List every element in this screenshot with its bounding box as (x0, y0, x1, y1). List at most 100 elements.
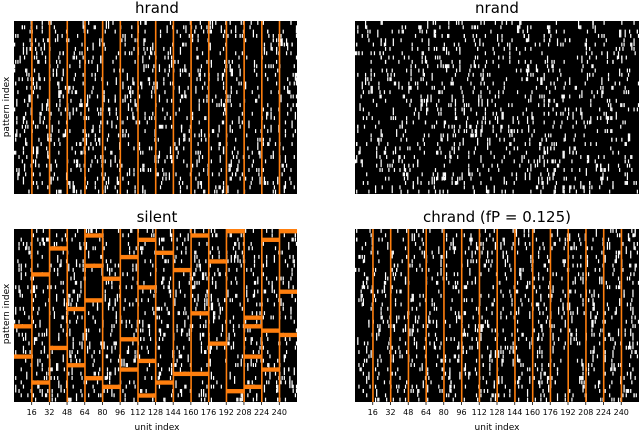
spike (288, 241, 290, 250)
spike (47, 185, 49, 190)
spike (472, 33, 474, 38)
spike (500, 25, 502, 30)
spike (381, 68, 383, 73)
spike (529, 280, 531, 285)
spike (450, 155, 452, 159)
spike (530, 72, 532, 77)
spike (86, 46, 89, 51)
spike (58, 150, 60, 155)
spike (219, 185, 221, 190)
spike (283, 85, 285, 90)
spike (543, 263, 545, 268)
orange-column (407, 229, 410, 402)
spike (163, 332, 165, 337)
spike (237, 150, 239, 155)
spike (591, 51, 593, 56)
spike (290, 21, 292, 25)
orange-column (443, 229, 445, 402)
spike (228, 163, 230, 168)
spike (616, 233, 619, 238)
spike (600, 85, 602, 90)
spike (285, 163, 288, 168)
spike (382, 319, 384, 324)
spike (58, 81, 60, 90)
spike (629, 133, 631, 142)
spike (543, 38, 545, 43)
spike (77, 229, 79, 233)
spike (94, 155, 96, 159)
spike (441, 81, 443, 86)
spike (451, 77, 453, 82)
spike (245, 81, 247, 90)
spike (256, 72, 258, 77)
spike (79, 103, 81, 108)
spike (291, 293, 293, 298)
spike (552, 285, 554, 294)
spike (79, 51, 81, 56)
spike (269, 354, 271, 359)
spike (103, 176, 105, 181)
spike (162, 246, 164, 251)
spike (581, 68, 583, 73)
spike (591, 332, 593, 337)
spike (524, 94, 526, 99)
spike (409, 103, 411, 108)
spike (158, 371, 161, 380)
spike (205, 393, 207, 398)
spike (197, 142, 199, 146)
spike (246, 55, 248, 60)
spike (198, 120, 200, 125)
spike (548, 42, 550, 47)
spike (32, 276, 35, 281)
spike (573, 241, 575, 250)
spike (170, 55, 173, 60)
orange-block (120, 254, 138, 260)
spike (392, 159, 394, 164)
spike (212, 384, 215, 389)
spike (54, 285, 57, 290)
spike (498, 55, 500, 60)
spike (465, 103, 468, 108)
spike (455, 285, 458, 290)
spike (132, 263, 134, 268)
spike (153, 311, 155, 316)
spike (148, 55, 151, 60)
spike (391, 345, 393, 350)
spike (69, 319, 71, 324)
spike (510, 345, 512, 350)
spike (33, 285, 36, 294)
spike (402, 94, 404, 99)
spike (357, 337, 359, 345)
spike (127, 345, 130, 354)
spike (201, 155, 204, 159)
spike (498, 350, 500, 358)
spike (384, 272, 387, 281)
spike (169, 81, 172, 86)
spike (562, 185, 564, 194)
spike (485, 306, 488, 311)
spike (388, 55, 390, 60)
spike (75, 358, 78, 367)
spike (27, 393, 29, 398)
spike (377, 137, 379, 142)
spike (131, 229, 133, 233)
spike (156, 315, 158, 320)
spike (439, 146, 441, 151)
spike (294, 298, 297, 303)
spike (432, 254, 434, 259)
spike (479, 172, 481, 177)
spike (363, 341, 366, 346)
spike (247, 146, 249, 151)
spike (56, 363, 58, 371)
spike (505, 276, 508, 281)
orange-block (243, 354, 262, 359)
orange-column (225, 229, 228, 402)
spike (58, 129, 60, 134)
spike (427, 384, 429, 393)
spike (426, 81, 428, 86)
spike (429, 341, 431, 346)
spike (156, 306, 158, 311)
spike (283, 42, 285, 47)
spike (595, 55, 597, 60)
spike (420, 98, 422, 103)
